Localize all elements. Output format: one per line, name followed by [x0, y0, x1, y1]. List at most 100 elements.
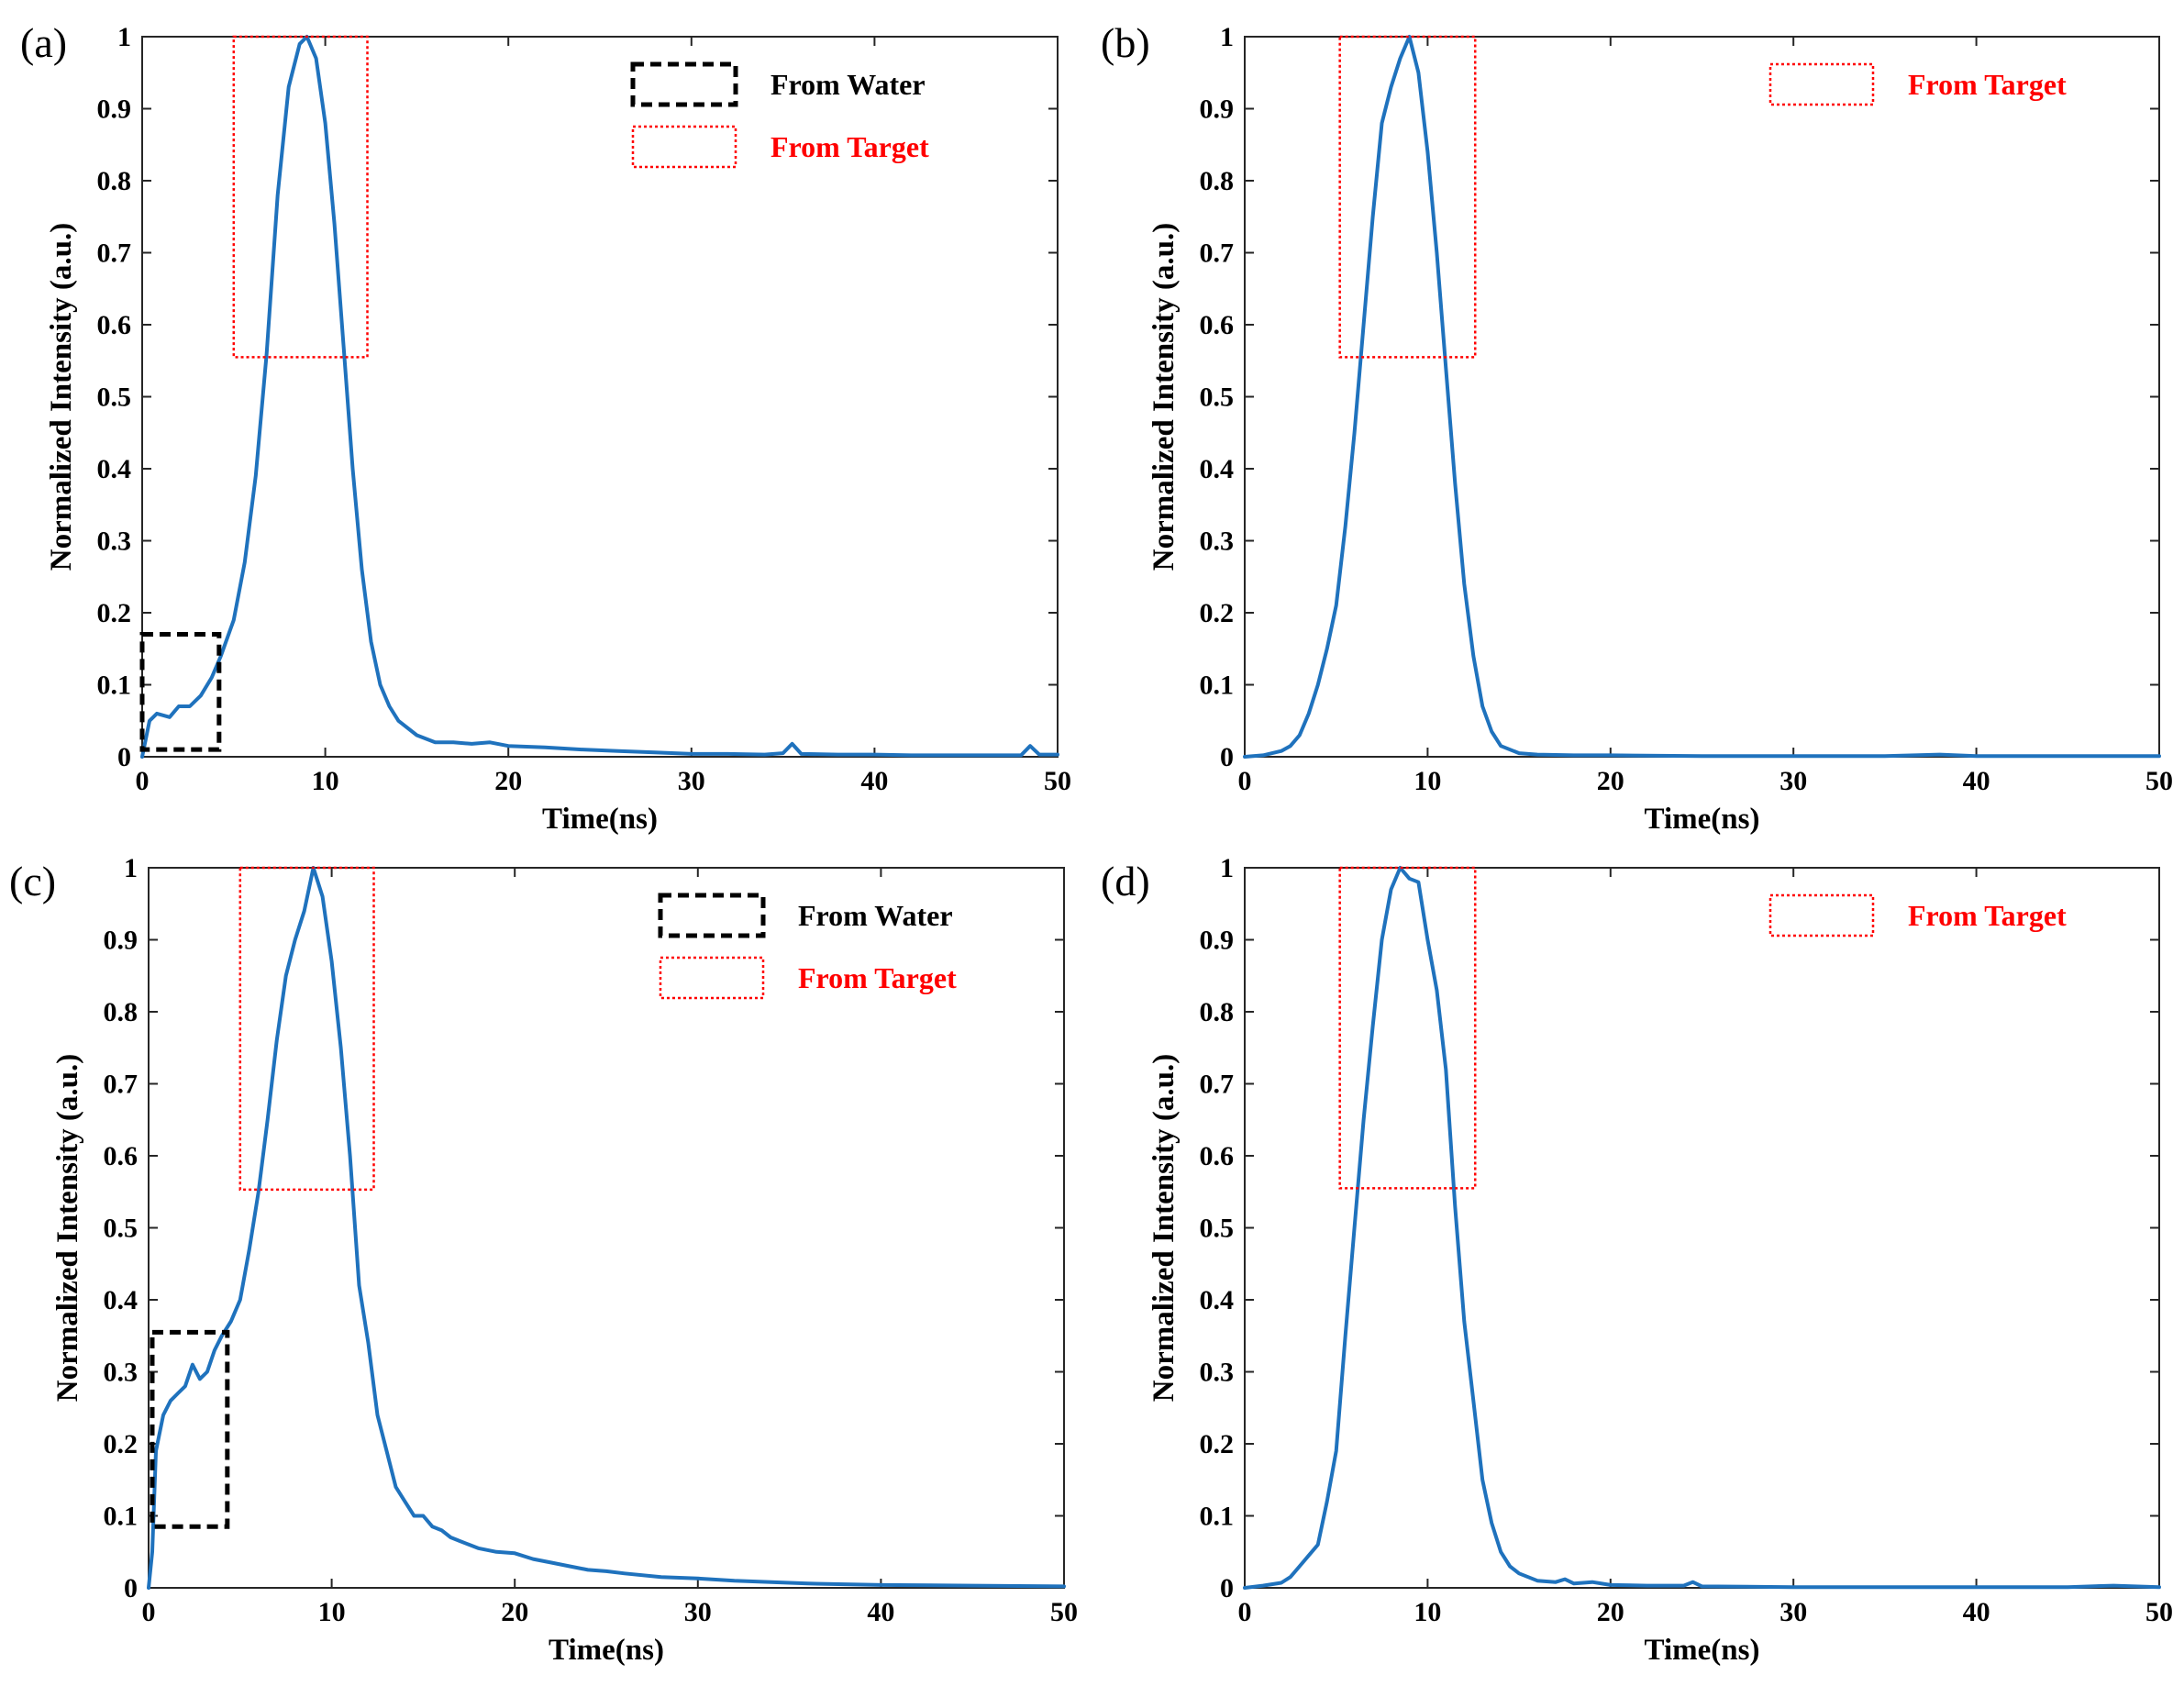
y-tick-label: 0.7 — [1200, 238, 1235, 269]
y-axis-title: Normalized Intensity (a.u.) — [51, 1054, 84, 1402]
y-tick-label: 0.1 — [1200, 1502, 1235, 1532]
y-tick-label: 0.9 — [104, 926, 139, 956]
x-tick-label: 50 — [1050, 1597, 1078, 1627]
y-tick-label: 0.6 — [97, 310, 132, 340]
y-tick-label: 0.2 — [97, 598, 132, 628]
x-axis-title: Time(ns) — [1645, 803, 1760, 836]
y-axis-title: Normalized Intensity (a.u.) — [45, 223, 78, 571]
panel-label: (c) — [9, 858, 56, 904]
series-line-0 — [140, 35, 1059, 759]
x-tick-label: 40 — [867, 1597, 894, 1627]
legend-swatch — [1768, 62, 1875, 106]
x-tick-label: 50 — [2145, 1597, 2173, 1627]
x-tick-label: 0 — [1238, 1597, 1252, 1627]
y-tick-label: 0 — [1220, 1573, 1234, 1603]
y-tick-label: 0.1 — [104, 1502, 139, 1532]
x-tick-label: 10 — [1414, 1597, 1441, 1627]
panel-label: (a) — [20, 19, 67, 66]
series-line-0 — [1243, 35, 2161, 759]
y-tick-label: 0.3 — [104, 1358, 139, 1388]
y-tick-label: 0.2 — [104, 1429, 139, 1459]
x-tick-label: 40 — [860, 766, 888, 796]
y-tick-label: 0.4 — [104, 1285, 139, 1315]
y-tick-label: 0.3 — [1200, 527, 1235, 557]
legend: From Target — [1768, 893, 2067, 937]
x-tick-label: 20 — [494, 766, 522, 796]
y-tick-label: 0.1 — [1200, 671, 1235, 701]
y-tick-label: 0.7 — [1200, 1070, 1235, 1100]
panel-b: (b)00.10.20.30.40.50.60.70.80.910 10 20 30 4… — [1101, 19, 2173, 836]
panel-c: (c)00.10.20.30.40.50.60.70.80.910 10 20 30 4… — [9, 853, 1078, 1667]
x-tick-label: 40 — [1963, 766, 1990, 796]
legend: From Target — [1768, 62, 2067, 106]
legend-label: From Target — [1908, 899, 2067, 932]
y-tick-label: 0.6 — [1200, 310, 1235, 340]
series-line-0 — [1243, 866, 2161, 1590]
x-tick-label: 10 — [318, 1597, 346, 1627]
y-tick-label: 1 — [124, 853, 138, 883]
y-tick-label: 0.8 — [104, 997, 139, 1027]
y-tick-label: 0.8 — [97, 166, 132, 196]
legend-swatch — [1768, 893, 1875, 937]
panel-label: (b) — [1101, 19, 1150, 66]
legend-swatch — [631, 125, 737, 169]
x-tick-label: 50 — [1044, 766, 1071, 796]
x-tick-label: 0 — [136, 766, 150, 796]
x-tick-label: 20 — [501, 1597, 528, 1627]
x-tick-label: 30 — [678, 766, 705, 796]
y-tick-label: 0.3 — [97, 527, 132, 557]
axes-frame — [1244, 36, 2160, 758]
y-tick-label: 0 — [124, 1573, 138, 1603]
legend-label: From Target — [770, 130, 929, 163]
y-tick-label: 0.4 — [1200, 1285, 1235, 1315]
y-tick-label: 0.9 — [1200, 926, 1235, 956]
y-tick-label: 0.5 — [104, 1214, 139, 1244]
target-region-box — [1338, 35, 1477, 359]
y-tick-label: 0.8 — [1200, 997, 1235, 1027]
y-tick-label: 0 — [117, 742, 131, 772]
legend-swatch — [658, 893, 766, 938]
axes-frame — [1244, 867, 2160, 1589]
y-tick-label: 0.9 — [97, 94, 132, 125]
water-region-box — [150, 1329, 230, 1529]
panel-label: (d) — [1101, 858, 1150, 904]
y-tick-label: 1 — [117, 22, 131, 52]
y-tick-label: 0.7 — [104, 1070, 139, 1100]
x-tick-label: 30 — [1779, 1597, 1807, 1627]
panel-a: (a)00.10.20.30.40.50.60.70.80.910 10 20 30 4… — [20, 19, 1071, 836]
x-tick-label: 20 — [1597, 1597, 1624, 1627]
legend-swatch — [659, 956, 765, 1000]
x-axis-title: Time(ns) — [1645, 1634, 1760, 1667]
x-tick-label: 10 — [312, 766, 339, 796]
y-tick-label: 0.6 — [104, 1141, 139, 1171]
target-region-box — [1338, 866, 1477, 1190]
x-tick-label: 50 — [2145, 766, 2173, 796]
legend-swatch — [630, 61, 738, 107]
y-axis-title: Normalized Intensity (a.u.) — [1147, 223, 1181, 571]
y-tick-label: 0.4 — [1200, 454, 1235, 484]
y-tick-label: 0.2 — [1200, 1429, 1235, 1459]
y-axis-title: Normalized Intensity (a.u.) — [1147, 1054, 1181, 1402]
y-tick-label: 0.2 — [1200, 598, 1235, 628]
y-tick-label: 0.8 — [1200, 166, 1235, 196]
x-tick-label: 30 — [1779, 766, 1807, 796]
y-tick-label: 0.5 — [1200, 1214, 1235, 1244]
x-axis-title: Time(ns) — [542, 803, 658, 836]
x-tick-label: 0 — [142, 1597, 156, 1627]
legend-label: From Water — [770, 68, 926, 101]
target-region-box — [238, 866, 375, 1192]
legend: From Water From Target — [658, 893, 957, 1000]
y-tick-label: 0 — [1220, 742, 1234, 772]
y-tick-label: 0.1 — [97, 671, 132, 701]
legend-label: From Water — [798, 899, 953, 932]
legend-label: From Target — [1908, 68, 2067, 101]
y-tick-label: 0.4 — [97, 454, 132, 484]
y-tick-label: 0.7 — [97, 238, 132, 269]
y-tick-label: 1 — [1220, 22, 1234, 52]
x-tick-label: 40 — [1963, 1597, 1990, 1627]
target-region-box — [232, 35, 369, 359]
legend-label: From Target — [798, 961, 957, 994]
legend: From Water From Target — [630, 61, 929, 169]
y-tick-label: 0.5 — [1200, 383, 1235, 413]
